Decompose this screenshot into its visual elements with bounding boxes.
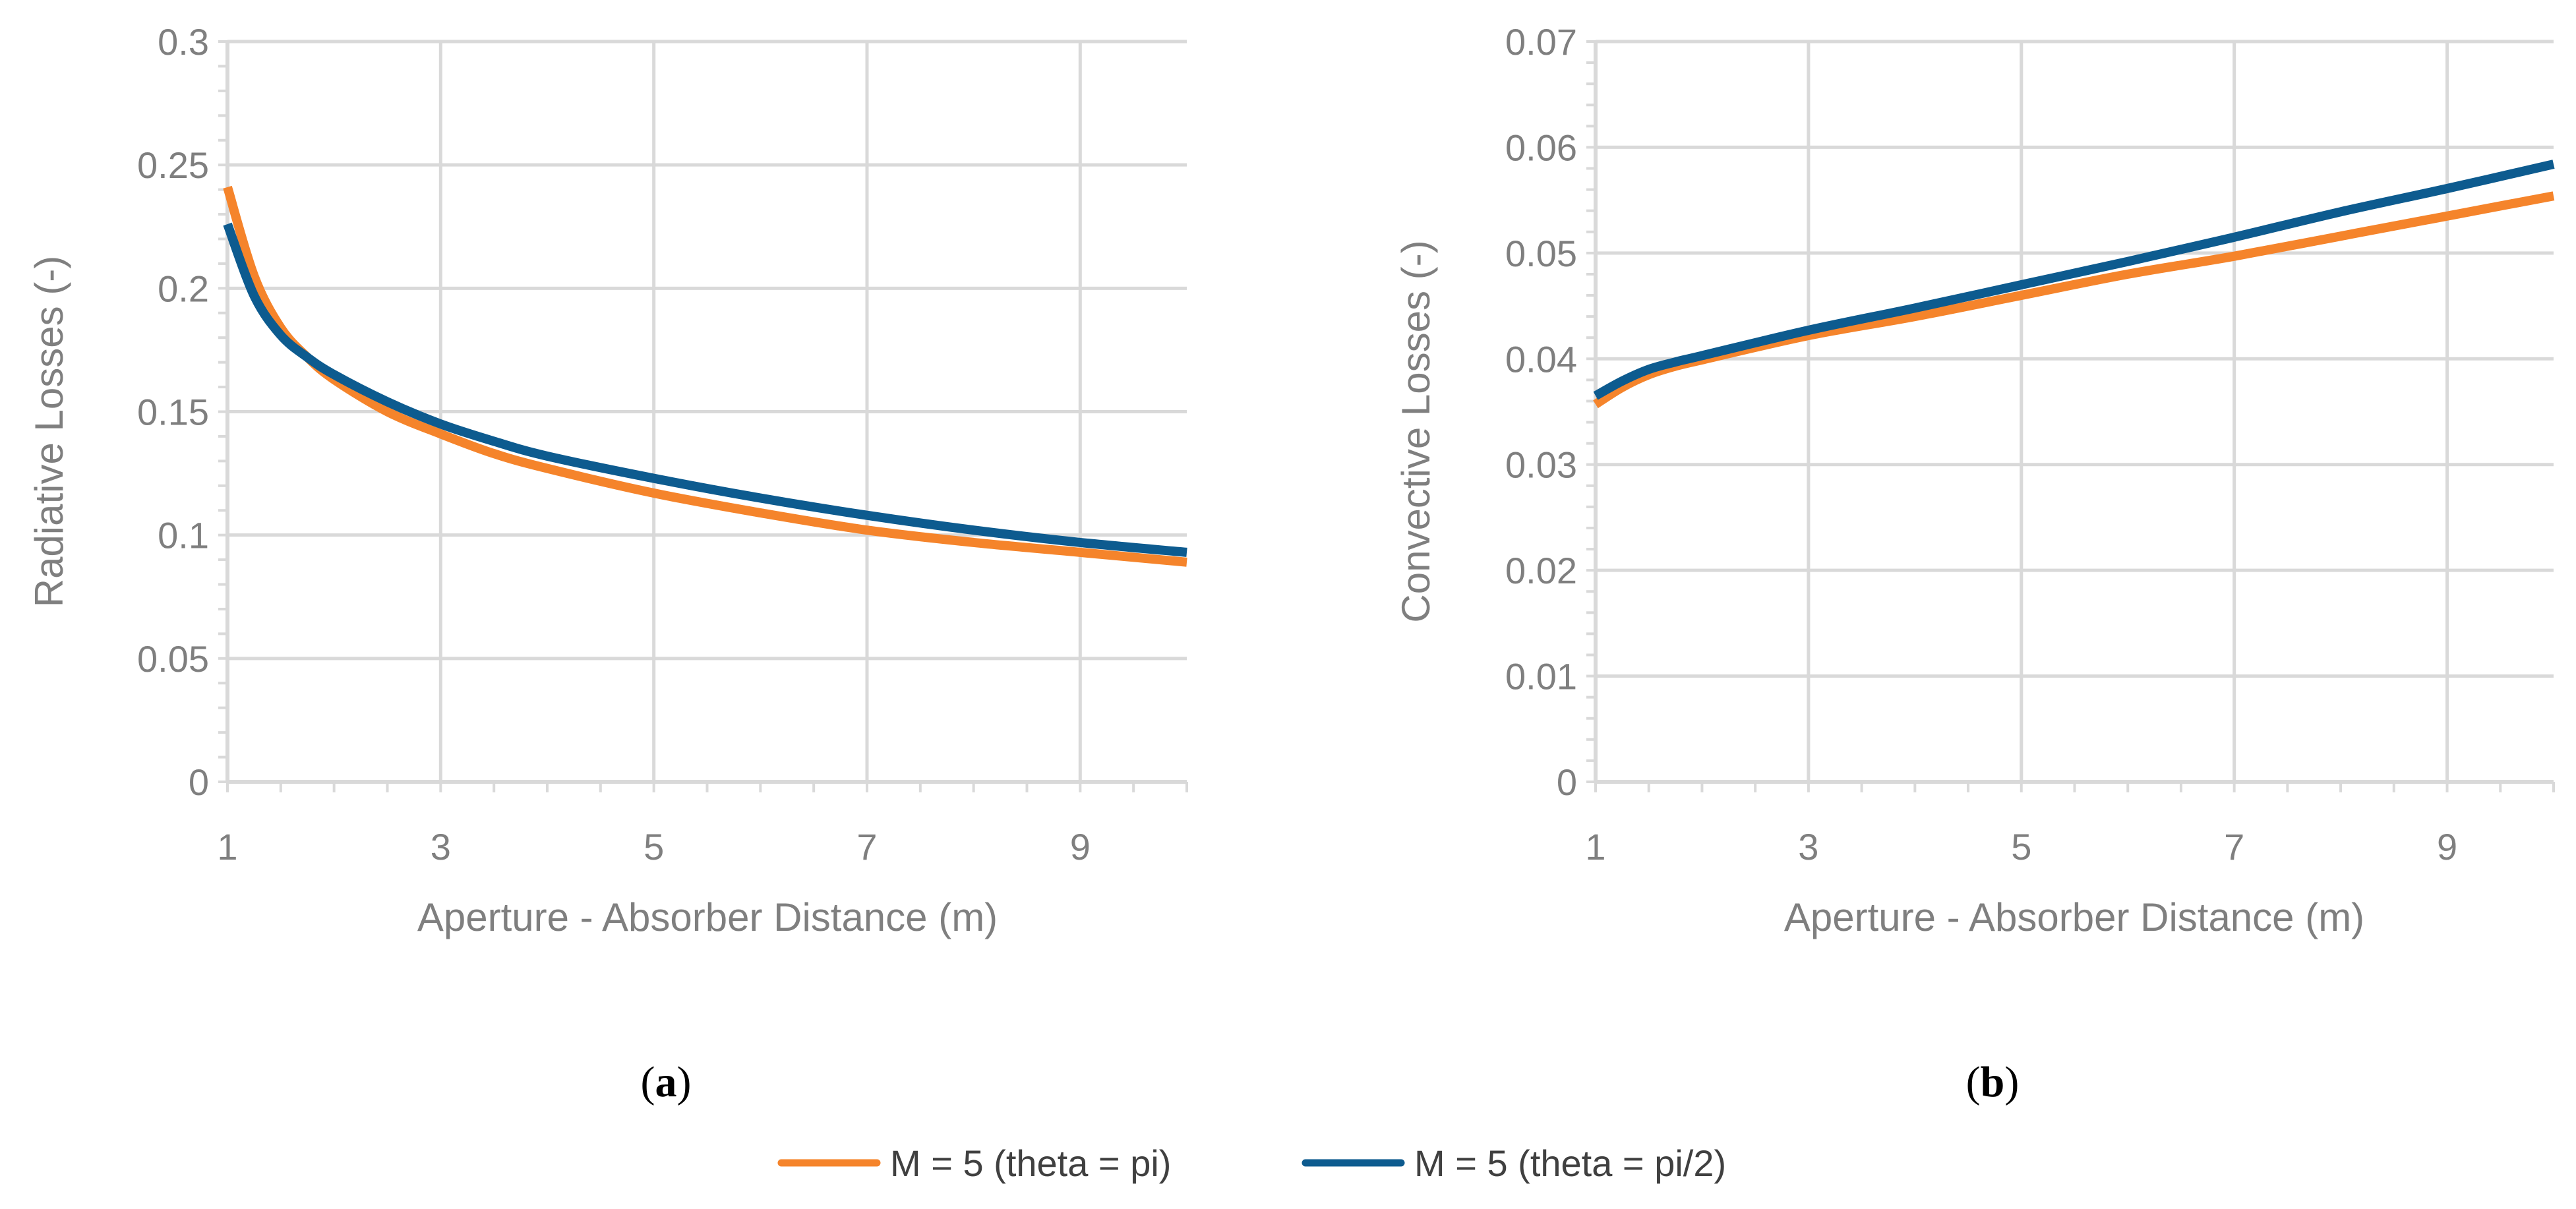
x-tick-label: 9: [2437, 826, 2457, 868]
x-tick-label: 9: [1070, 826, 1091, 868]
y-tick-label: 0.3: [158, 21, 209, 63]
y-tick-label: 0.07: [1505, 21, 1577, 63]
x-tick-label: 3: [431, 826, 451, 868]
x-axis-title: Aperture - Absorber Distance (m): [417, 895, 998, 939]
chart-radiative-losses: 0 0.05 0.1 0.15 0.2 0.25 0.3 1 3 5 7 9 Aperture - Ab…: [27, 21, 1188, 1106]
x-tick-label: 3: [1798, 826, 1818, 868]
y-tick-label: 0.2: [158, 268, 209, 309]
x-tick-label: 5: [2011, 826, 2031, 868]
y-tick-label: 0.05: [1505, 233, 1577, 274]
series-line-theta-pi-2: [1593, 160, 2555, 400]
y-axis-title: Radiative Losses (-): [27, 256, 71, 608]
y-tick-label: 0.06: [1505, 127, 1577, 168]
series-line-theta-pi-2: [223, 222, 1187, 557]
legend-label-theta-pi: M = 5 (theta = pi): [890, 1142, 1171, 1184]
x-tick-label: 5: [644, 826, 664, 868]
series-line-theta-pi: [223, 185, 1187, 567]
x-tick-label: 1: [1585, 826, 1605, 868]
x-tick-label: 7: [856, 826, 877, 868]
x-axis-title: Aperture - Absorber Distance (m): [1784, 895, 2364, 939]
panel-label: (b): [1966, 1058, 2020, 1106]
y-tick-label: 0: [189, 761, 209, 803]
x-tick-label: 1: [217, 826, 237, 868]
y-tick-label: 0: [1557, 761, 1577, 803]
y-tick-label: 0.02: [1505, 550, 1577, 591]
y-tick-label: 0.05: [137, 638, 209, 680]
panel-label: (a): [641, 1058, 692, 1106]
y-tick-label: 0.15: [137, 392, 209, 433]
y-tick-label: 0.01: [1505, 656, 1577, 697]
y-axis-title: Convective Losses (-): [1394, 240, 1438, 622]
chart-convective-losses: 0 0.01 0.02 0.03 0.04 0.05 0.06 0.07 1 3 5 7 9 Apertu…: [1394, 21, 2555, 1106]
y-tick-label: 0.25: [137, 144, 209, 186]
series-line-theta-pi: [1593, 191, 2555, 409]
y-tick-label: 0.1: [158, 515, 209, 556]
legend-label-theta-pi-2: M = 5 (theta = pi/2): [1414, 1142, 1726, 1184]
y-tick-label: 0.03: [1505, 444, 1577, 486]
y-tick-label: 0.04: [1505, 338, 1577, 380]
legend: M = 5 (theta = pi) M = 5 (theta = pi/2): [777, 1142, 1726, 1184]
x-tick-label: 7: [2224, 826, 2244, 868]
